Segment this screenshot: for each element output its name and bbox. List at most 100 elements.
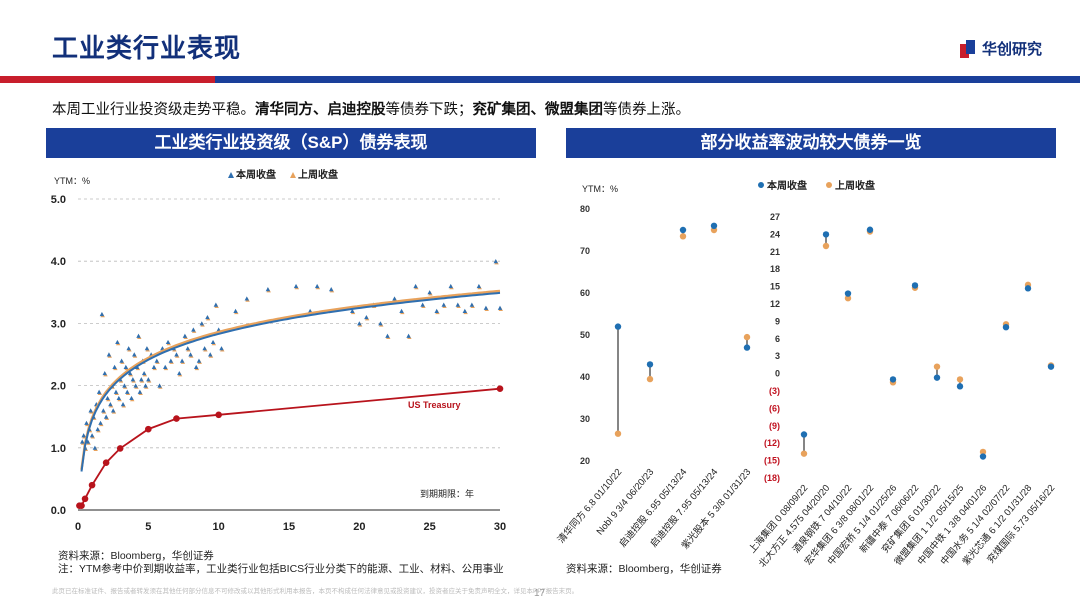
y-tick-label: 9 xyxy=(775,316,780,326)
scatter-point-this-week xyxy=(483,305,489,310)
legend-last-week: 上周收盘 xyxy=(298,168,338,181)
scatter-point-this-week xyxy=(210,339,216,345)
x-axis-label: 到期期限：年 xyxy=(420,488,474,499)
legend-marker-last-week xyxy=(826,182,832,188)
scatter-point-this-week xyxy=(92,445,98,450)
y-tick-label: 0.0 xyxy=(51,505,66,517)
scatter-point-this-week xyxy=(202,346,207,351)
scatter-point-this-week xyxy=(139,377,144,382)
y-tick-label: 5.0 xyxy=(51,194,66,206)
scatter-point-this-week xyxy=(378,321,383,326)
scatter-point-this-week xyxy=(193,364,199,369)
scatter-point-this-week xyxy=(129,395,134,401)
scatter-point-this-week xyxy=(151,364,157,369)
y-tick-label: 18 xyxy=(770,264,780,274)
scatter-point-this-week xyxy=(81,433,86,438)
scatter-point-this-week xyxy=(157,383,162,388)
scatter-point-this-week xyxy=(497,305,503,310)
summary-lead: 本周工业行业投资级走势平稳。 xyxy=(52,102,255,118)
y-tick-label: 30 xyxy=(580,414,590,424)
y-axis-label: YTM：% xyxy=(54,176,90,186)
scatter-point-this-week xyxy=(314,283,320,289)
y-tick-label: 40 xyxy=(580,372,590,382)
right-source: 资料来源：Bloomberg，华创证券 xyxy=(566,563,722,575)
dumbbell-this-week xyxy=(822,231,830,238)
scatter-point-this-week xyxy=(213,302,219,307)
scatter-point-this-week xyxy=(115,339,120,345)
scatter-point-this-week xyxy=(116,395,121,401)
y-tick-label: 15 xyxy=(770,282,780,292)
legend-marker-this-week xyxy=(228,172,234,178)
treasury-point xyxy=(88,481,96,489)
legend-this-week: 本周收盘 xyxy=(767,179,807,192)
scatter-point-this-week xyxy=(174,352,179,357)
x-tick-label: 5 xyxy=(145,521,151,533)
y-tick-label: (3) xyxy=(769,386,780,396)
x-category-label: Nobl 9 3/4 06/20/23 xyxy=(595,467,657,538)
y-tick-label: 60 xyxy=(580,288,590,298)
dumbbell-last-week xyxy=(933,363,941,370)
scatter-point-this-week xyxy=(95,426,100,432)
dumbbell-this-week xyxy=(911,282,919,289)
scatter-point-this-week xyxy=(455,302,460,307)
treasury-point xyxy=(81,495,89,503)
y-tick-label: 50 xyxy=(580,330,590,340)
y-tick-label: 2.0 xyxy=(51,381,66,393)
scatter-point-this-week xyxy=(163,364,168,369)
scatter-point-this-week xyxy=(106,352,112,357)
logo-icon xyxy=(959,39,976,58)
y-tick-label: (15) xyxy=(764,456,780,466)
dumbbell-last-week xyxy=(979,448,987,456)
left-panel-title: 工业类行业投资级（S&P）债券表现 xyxy=(46,128,536,158)
scatter-point-this-week xyxy=(130,377,136,382)
legend-last-week: 上周收盘 xyxy=(835,179,875,192)
y-tick-label: 70 xyxy=(580,246,590,256)
scatter-point-this-week xyxy=(80,439,85,444)
brand-logo: 华创研究 xyxy=(959,38,1042,59)
dumbbell-this-week xyxy=(679,226,687,234)
legend-this-week: 本周收盘 xyxy=(236,168,276,181)
scatter-point-this-week xyxy=(144,346,150,351)
dumbbell-this-week xyxy=(1024,285,1032,292)
y-tick-label: 27 xyxy=(770,212,780,222)
scatter-point-this-week xyxy=(208,352,213,357)
scatter-point-this-week xyxy=(427,290,432,295)
treasury-point xyxy=(173,415,180,422)
scatter-point-this-week xyxy=(350,308,355,313)
scatter-point-this-week xyxy=(119,358,124,363)
scatter-point-this-week xyxy=(110,408,116,413)
y-tick-label: (18) xyxy=(764,473,780,483)
right-y-axis-label: YTM：% xyxy=(582,184,618,194)
scatter-point-this-week xyxy=(357,321,362,326)
scatter-point-this-week xyxy=(98,420,103,425)
y-tick-label: 3 xyxy=(775,351,780,361)
dumbbell-this-week xyxy=(710,222,718,229)
scatter-point-this-week xyxy=(105,395,110,401)
header-bar xyxy=(0,76,1080,83)
scatter-point-this-week xyxy=(476,283,482,289)
x-tick-label: 0 xyxy=(75,521,81,533)
scatter-point-this-week xyxy=(185,346,190,351)
dumbbell-this-week xyxy=(866,226,874,233)
scatter-point-this-week xyxy=(448,283,453,289)
y-tick-label: 0 xyxy=(775,369,780,379)
scatter-point-this-week xyxy=(196,358,202,363)
scatter-point-this-week xyxy=(420,302,425,307)
scatter-point-this-week xyxy=(392,296,397,301)
scatter-point-this-week xyxy=(160,346,165,351)
y-tick-label: (12) xyxy=(764,438,780,448)
summary-text: 本周工业行业投资级走势平稳。清华同方、启迪控股等债券下跌；兖矿集团、微盟集团等债… xyxy=(52,98,690,119)
scatter-point-this-week xyxy=(102,370,107,376)
scatter-point-this-week xyxy=(99,311,105,317)
scatter-point-this-week xyxy=(329,286,334,292)
scatter-point-this-week xyxy=(244,296,249,301)
legend-marker-last-week xyxy=(290,172,296,178)
scatter-point-this-week xyxy=(89,433,95,438)
x-tick-label: 20 xyxy=(353,521,365,533)
x-tick-label: 15 xyxy=(283,521,295,533)
scatter-point-this-week xyxy=(233,308,238,313)
scatter-point-this-week xyxy=(293,283,299,289)
y-tick-label: (9) xyxy=(769,421,780,431)
dumbbell-last-week xyxy=(844,295,852,302)
dumbbell-this-week xyxy=(889,376,897,383)
